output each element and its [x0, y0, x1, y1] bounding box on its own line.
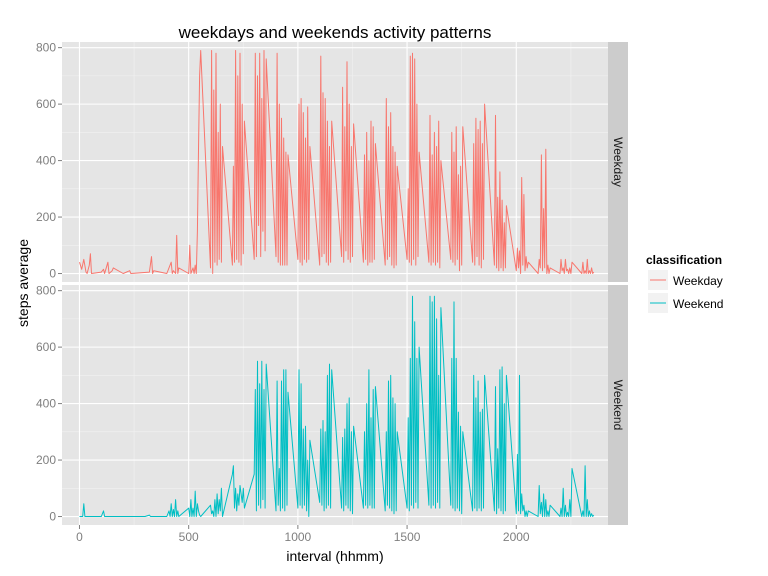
legend-label-weekday: Weekday	[673, 274, 723, 288]
y-tick-label: 200	[36, 453, 56, 467]
panel-weekday: Weekday	[62, 42, 628, 282]
y-tick-label: 200	[36, 210, 56, 224]
strip-label-weekday: Weekday	[611, 137, 625, 187]
x-axis-ticks: 0 500 1000 1500 2000	[76, 525, 530, 544]
x-tick-label: 500	[179, 530, 199, 544]
strip-label-weekend: Weekend	[611, 380, 625, 430]
strip-weekend	[608, 285, 628, 525]
series-weekday	[79, 50, 595, 274]
legend: classification Weekday Weekend	[646, 253, 723, 313]
series-line-weekend	[79, 295, 595, 517]
y-tick-label: 0	[49, 267, 56, 281]
gridlines-weekday	[62, 42, 608, 282]
chart-title: weekdays and weekends activity patterns	[178, 23, 492, 42]
panel-weekend: Weekend	[62, 285, 628, 525]
x-tick-label: 1500	[394, 530, 421, 544]
y-tick-label: 400	[36, 397, 56, 411]
y-tick-label: 800	[36, 41, 56, 55]
y-tick-label: 800	[36, 284, 56, 298]
y-tick-label: 600	[36, 340, 56, 354]
series-line-weekday	[79, 50, 595, 274]
legend-label-weekend: Weekend	[673, 297, 723, 311]
plot-background-weekend	[62, 285, 608, 525]
series-weekend	[79, 295, 595, 517]
legend-title: classification	[646, 253, 722, 267]
x-tick-label: 2000	[503, 530, 530, 544]
y-tick-label: 600	[36, 97, 56, 111]
y-tick-label: 0	[49, 510, 56, 524]
y-axis-ticks: 0 200 400 600 800 0 200 400 600 800	[36, 41, 62, 524]
x-axis-title: interval (hhmm)	[286, 548, 383, 564]
x-tick-label: 1000	[285, 530, 312, 544]
y-tick-label: 400	[36, 154, 56, 168]
strip-weekday	[608, 42, 628, 282]
x-tick-label: 0	[76, 530, 83, 544]
y-axis-title: steps average	[15, 239, 31, 327]
